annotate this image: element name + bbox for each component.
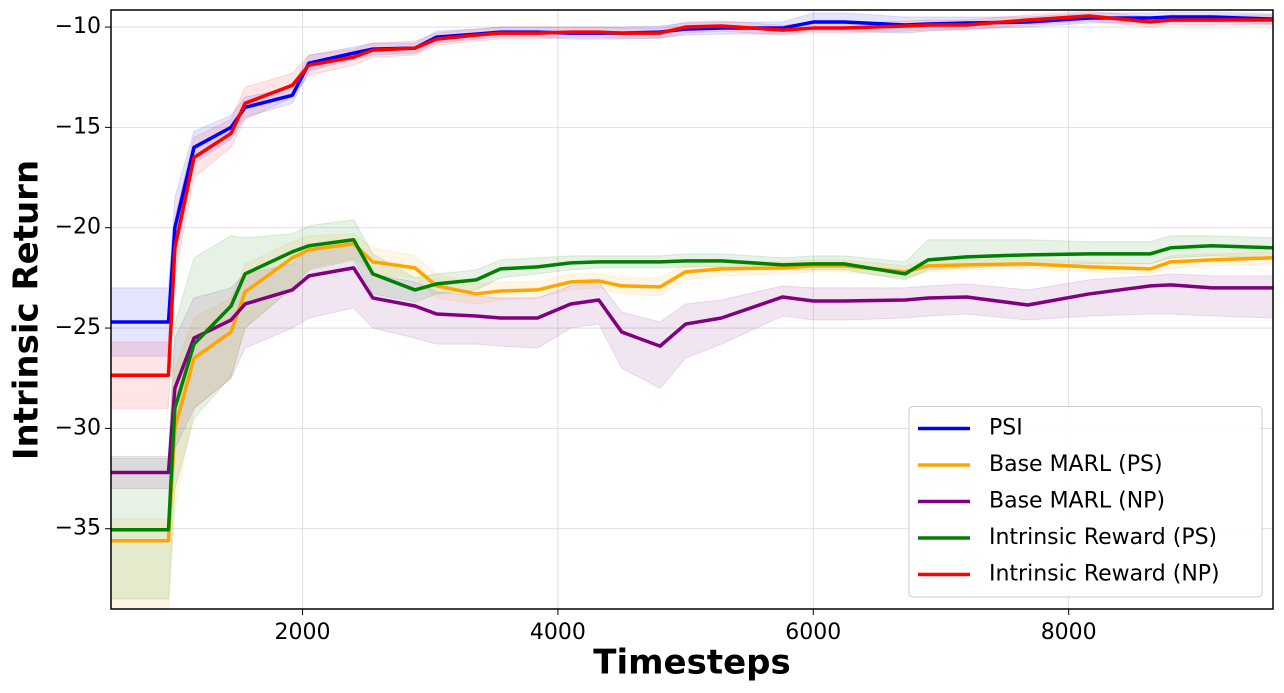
- x-tick-label: 4000: [530, 620, 586, 645]
- y-axis-label: Intrinsic Return: [7, 160, 47, 460]
- legend-label: Intrinsic Reward (NP): [989, 562, 1220, 587]
- x-tick-label: 8000: [1041, 620, 1097, 645]
- legend-label: Intrinsic Reward (PS): [989, 525, 1217, 550]
- x-tick-label: 2000: [275, 620, 331, 645]
- band: [111, 10, 1273, 409]
- x-axis-label: Timesteps: [593, 643, 790, 683]
- band: [111, 11, 1273, 357]
- x-tick-label: 6000: [785, 620, 841, 645]
- y-tick-label: −10: [55, 14, 101, 39]
- y-tick-label: −25: [55, 315, 101, 340]
- band: [111, 233, 1273, 609]
- plot: [111, 10, 1273, 609]
- legend-label: PSI: [989, 416, 1023, 441]
- line: [111, 242, 1273, 543]
- line: [111, 14, 1273, 377]
- line: [111, 266, 1273, 475]
- y-tick-label: −30: [55, 415, 101, 440]
- y-tick-label: −15: [55, 114, 101, 139]
- legend-box: [908, 406, 1263, 598]
- y-tick-label: −35: [55, 516, 101, 541]
- line: [111, 238, 1273, 532]
- legend-label: Base MARL (PS): [989, 452, 1163, 477]
- band: [111, 219, 1273, 600]
- y-tick-label: −20: [55, 215, 101, 240]
- legend-label: Base MARL (NP): [989, 489, 1165, 514]
- plot-frame: [110, 9, 1274, 610]
